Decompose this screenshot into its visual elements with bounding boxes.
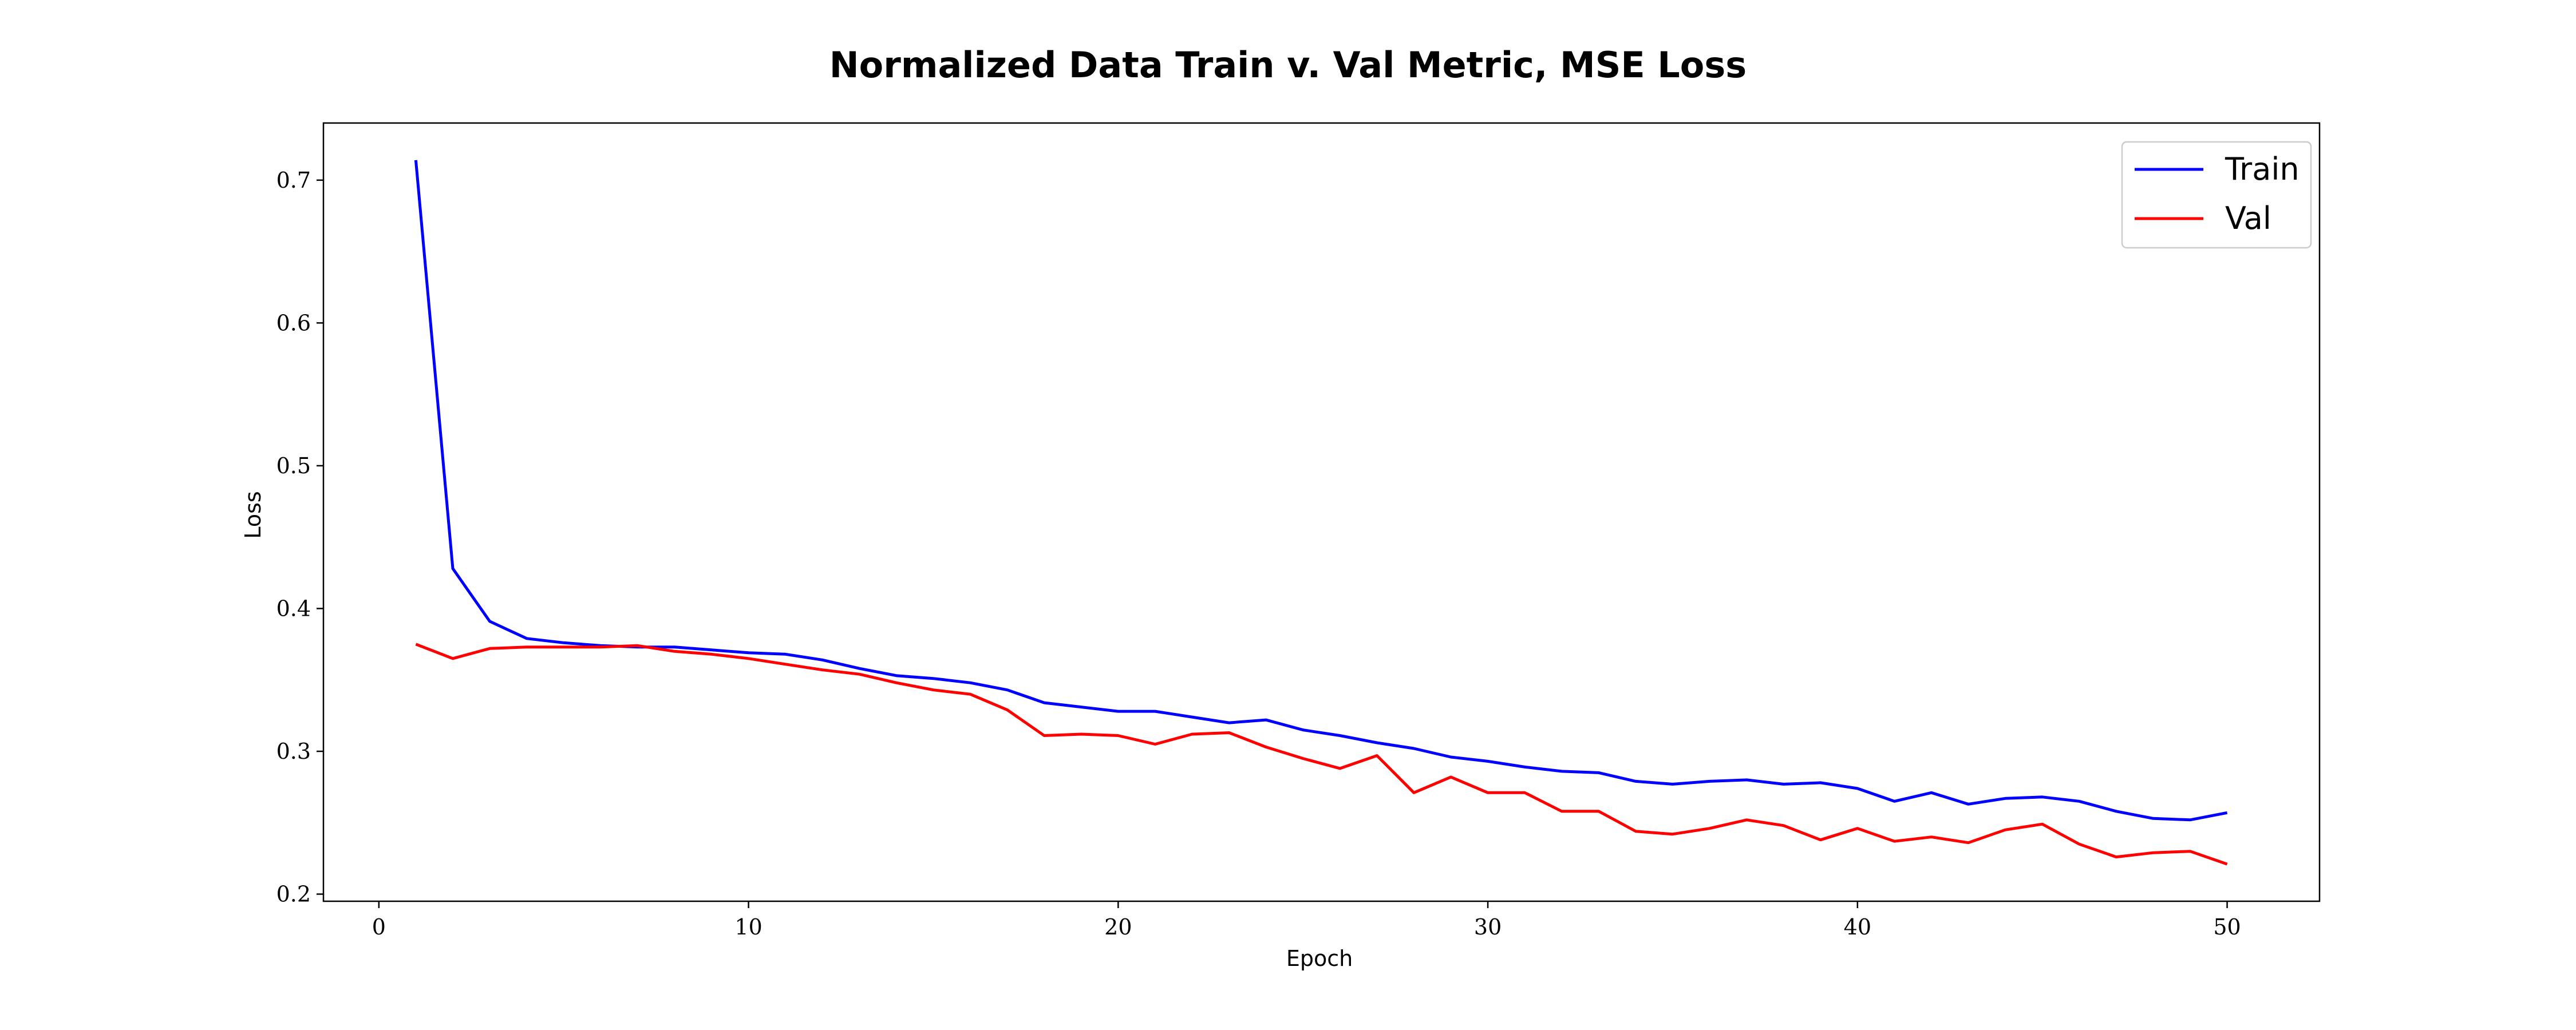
y-tick-label: 0.3	[276, 739, 311, 764]
y-tick-label: 0.2	[276, 882, 311, 907]
y-tick-label: 0.7	[276, 168, 311, 193]
series-lines	[414, 160, 2228, 866]
y-tick-label: 0.5	[276, 453, 311, 478]
x-tick-label: 10	[734, 914, 762, 940]
x-tick-label: 30	[1474, 914, 1502, 940]
chart-title: Normalized Data Train v. Val Metric, MSE…	[829, 44, 1747, 86]
legend: Train Val	[2121, 141, 2312, 249]
x-axis-label: Epoch	[1286, 946, 1353, 971]
axis-ticks: 0 10 20 30 40 50 0.2 0.3 0.4 0.5 0.6 0.7	[276, 168, 2241, 940]
y-tick-label: 0.4	[276, 596, 311, 621]
plot-frame	[322, 122, 2321, 902]
y-tick-label: 0.6	[276, 310, 311, 335]
series-line-val	[415, 643, 2228, 866]
x-tick-label: 40	[1844, 914, 1871, 940]
legend-label-train: Train	[2225, 151, 2300, 187]
y-axis-label: Loss	[240, 491, 266, 538]
x-tick-label: 0	[372, 914, 386, 940]
x-tick-label: 50	[2213, 914, 2241, 940]
series-line-train	[414, 160, 2228, 822]
plot-area	[322, 122, 2321, 902]
x-tick-label: 20	[1104, 914, 1132, 940]
legend-label-val: Val	[2225, 200, 2271, 236]
